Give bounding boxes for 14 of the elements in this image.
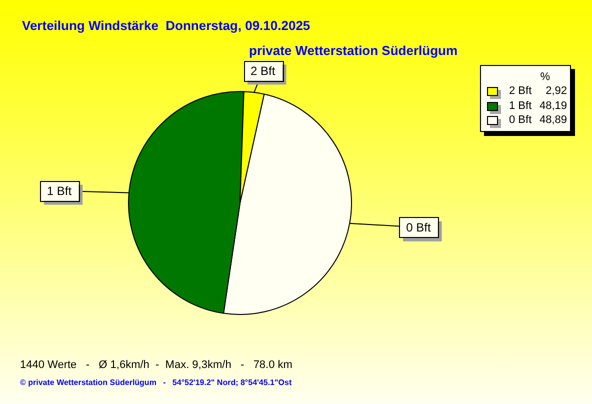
data-label: 48,89 [539,113,567,128]
data-label: 48,19 [539,98,567,113]
legend-label: 0 Bft [509,113,532,128]
legend-label: 1 Bft [509,98,532,113]
legend-title: % [539,70,551,84]
slice-label: 2 Bft [250,64,276,78]
chart-subtitle: private Wetterstation Süderlügum [249,43,458,58]
text: 1440 Werte - Ø 1,6km/h - Max. 9,3km/h - 78.0 km [20,359,292,372]
slice-label: 0 Bft [406,220,432,235]
data-label: 2,92 [546,84,567,98]
legend-label: 2 Bft [509,84,532,98]
slice-label: 1 Bft [46,184,72,198]
text: © private Wetterstation Süderlügum - 54°52'19.2" Nord; 8°54'45.1"Ost [20,378,292,388]
chart-title: Verteilung Windstärke Donnerstag, 09.10.2025 [22,18,310,33]
